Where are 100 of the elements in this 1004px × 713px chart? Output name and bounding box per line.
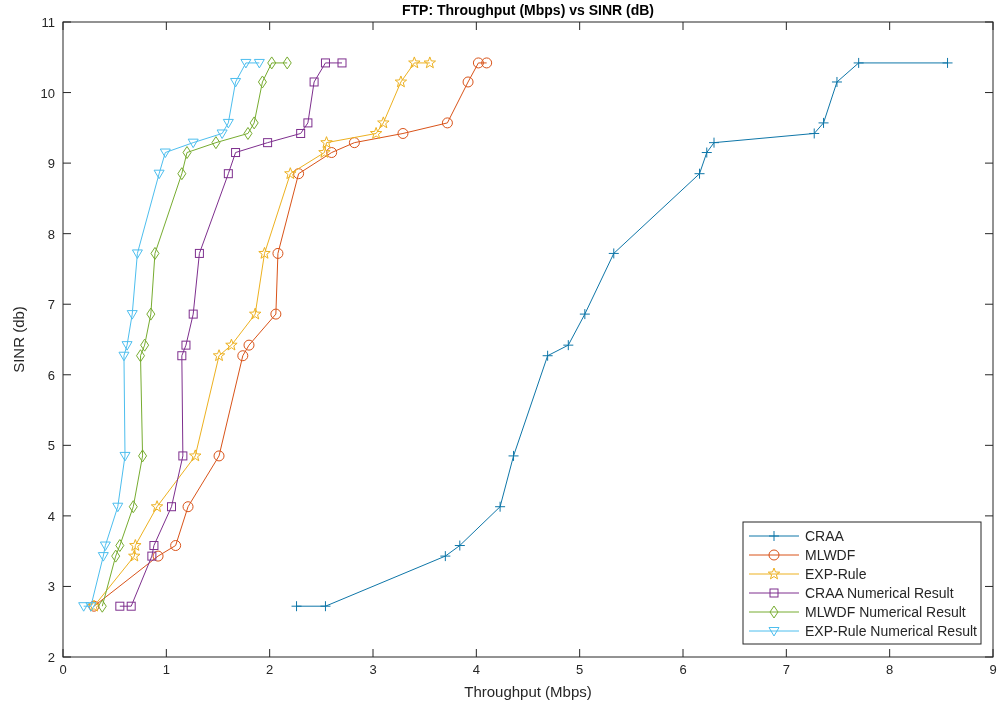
point <box>291 600 303 612</box>
point <box>121 341 133 351</box>
point <box>258 246 271 259</box>
point <box>111 549 121 563</box>
point <box>131 249 143 259</box>
point <box>319 600 331 612</box>
point <box>211 136 221 150</box>
y-tick-label: 4 <box>47 508 55 524</box>
y-tick-label: 11 <box>41 15 55 30</box>
point <box>181 340 191 350</box>
y-tick-label: 5 <box>47 438 55 454</box>
point <box>243 126 253 140</box>
legend-label: EXP-Rule <box>805 566 867 582</box>
point <box>701 147 713 159</box>
x-tick-label: 0 <box>59 662 67 677</box>
point <box>296 128 306 138</box>
point <box>153 169 165 180</box>
point <box>237 350 249 362</box>
point <box>149 541 159 551</box>
point <box>397 127 409 139</box>
y-tick-label: 2 <box>47 650 55 665</box>
point <box>212 349 226 362</box>
point <box>170 540 182 552</box>
point <box>140 338 150 352</box>
point <box>270 308 282 320</box>
point <box>167 502 176 512</box>
point <box>272 247 284 259</box>
point <box>240 58 252 69</box>
point <box>146 307 156 321</box>
x-tick-label: 3 <box>369 662 377 677</box>
point <box>150 246 160 260</box>
x-tick-label: 9 <box>989 662 997 677</box>
point <box>118 351 130 362</box>
x-axis-title: Throughput (Mbps) <box>464 683 592 700</box>
point <box>408 56 421 69</box>
x-tick-label: 4 <box>472 662 480 677</box>
point <box>249 116 259 130</box>
point <box>284 167 297 180</box>
point <box>126 310 138 320</box>
x-tick-label: 8 <box>886 662 894 677</box>
point <box>194 248 204 258</box>
point <box>253 58 265 69</box>
point <box>608 247 620 259</box>
point <box>267 56 277 70</box>
point <box>248 307 262 320</box>
x-tick-label: 2 <box>266 662 274 677</box>
point <box>708 137 720 149</box>
point <box>472 57 484 69</box>
y-tick-label: 3 <box>47 579 55 595</box>
y-axis-title: SINR (db) <box>10 306 27 373</box>
legend-label: MLWDF <box>805 547 856 563</box>
point <box>808 127 820 139</box>
legend-label: EXP-Rule Numerical Result <box>805 623 978 639</box>
point <box>818 117 830 129</box>
x-tick-label: 6 <box>679 662 687 677</box>
point <box>348 137 360 149</box>
chart-title: FTP: Throughput (Mbps) vs SINR (dB) <box>402 2 654 18</box>
point <box>230 77 242 88</box>
legend-label: CRAA Numerical Result <box>805 585 954 601</box>
point <box>147 551 157 561</box>
point <box>326 147 338 159</box>
point <box>694 168 706 180</box>
point <box>542 350 554 362</box>
point <box>263 138 273 148</box>
point <box>177 167 187 181</box>
y-tick-label: 9 <box>47 156 55 172</box>
point <box>462 76 474 88</box>
point <box>337 58 347 68</box>
point <box>831 76 843 88</box>
point <box>216 129 228 139</box>
point <box>187 138 199 149</box>
y-tick-label: 10 <box>40 85 55 101</box>
point <box>562 339 574 351</box>
point <box>115 601 125 611</box>
x-tick-label: 5 <box>576 662 584 677</box>
point <box>257 75 267 89</box>
point <box>115 539 125 553</box>
legend-label: CRAA <box>805 528 845 544</box>
x-tick-label: 1 <box>162 662 170 677</box>
point <box>243 339 255 351</box>
point <box>78 602 90 612</box>
x-tick-label: 7 <box>782 662 790 677</box>
point <box>320 58 330 68</box>
point <box>439 550 451 562</box>
point <box>454 540 466 552</box>
point <box>128 549 141 562</box>
point <box>481 57 493 69</box>
point <box>97 599 107 613</box>
y-tick-label: 6 <box>47 367 55 383</box>
point <box>126 601 136 611</box>
point <box>369 126 383 139</box>
point <box>213 450 225 462</box>
point <box>394 75 408 88</box>
point <box>99 541 111 552</box>
point <box>188 309 198 319</box>
point <box>182 146 192 160</box>
point <box>138 449 148 463</box>
y-tick-label: 7 <box>47 297 55 313</box>
point <box>942 57 954 69</box>
point <box>152 550 164 562</box>
